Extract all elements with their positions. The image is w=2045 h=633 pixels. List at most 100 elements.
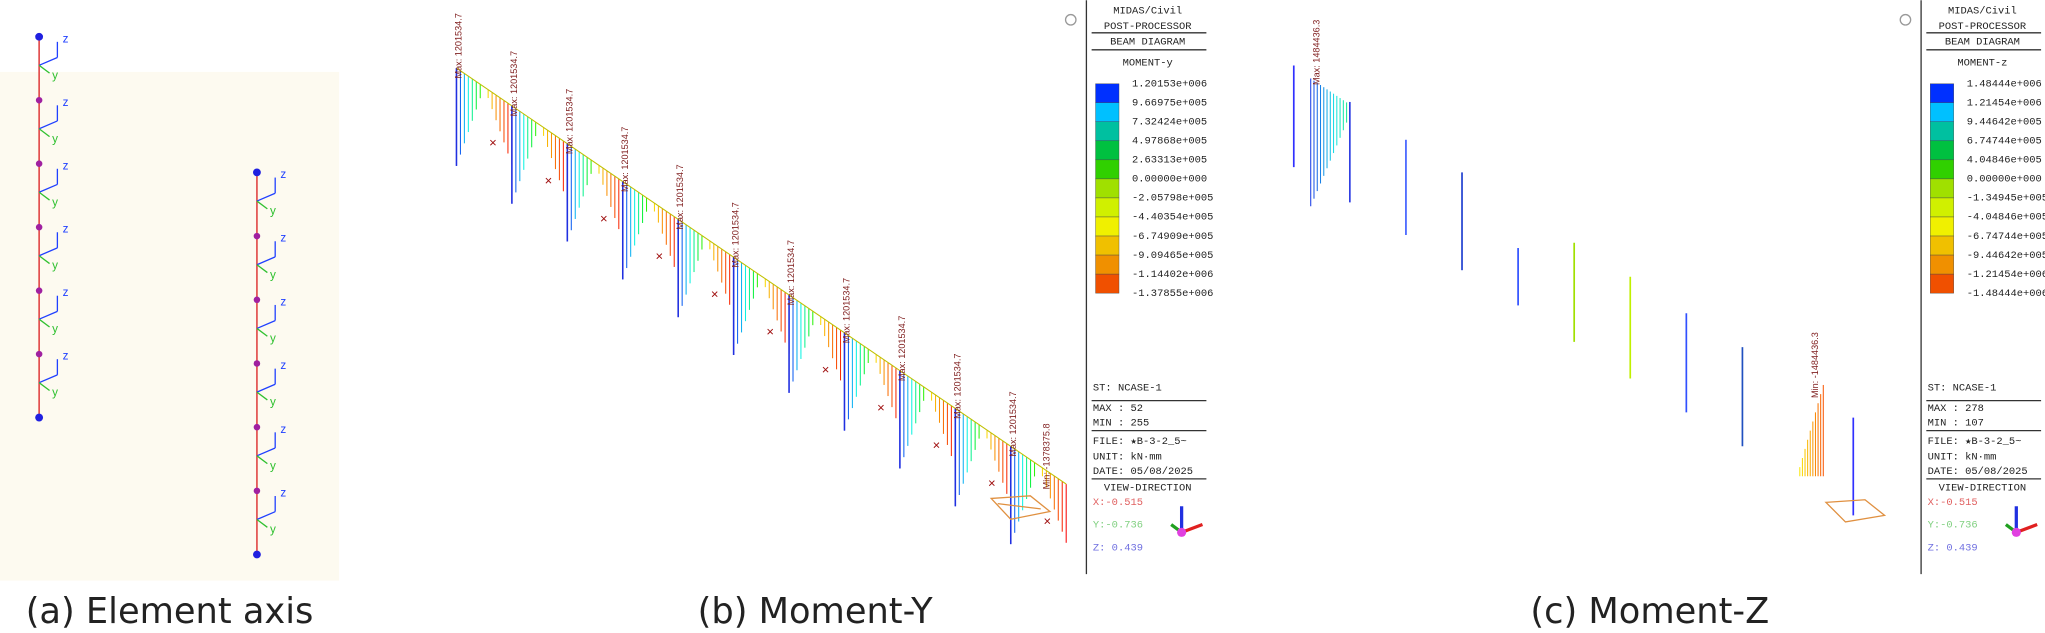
info-st: ST: NCASE-1	[1928, 382, 1997, 394]
min-label: Min: -1378375.8	[1042, 423, 1052, 489]
legend-swatch	[1095, 216, 1120, 237]
line	[38, 310, 58, 320]
line	[38, 247, 58, 257]
max-marker: ×	[988, 476, 996, 491]
legend-value: 4.97868e+005	[1132, 136, 1207, 148]
max-label: Max: 1201534.7	[509, 51, 519, 116]
legend-swatch	[1095, 235, 1120, 256]
legend-value: -1.21454e+006	[1967, 269, 2045, 281]
line	[38, 191, 50, 201]
line	[38, 64, 50, 74]
view-origin	[1177, 527, 1187, 537]
max-marker: ×	[545, 173, 553, 188]
legend-swatch	[1095, 197, 1120, 218]
axis-label-y: y	[270, 396, 276, 409]
max-marker: ×	[600, 211, 608, 226]
legend-swatch	[1095, 159, 1120, 180]
legend-value: 7.32424e+005	[1132, 117, 1207, 129]
line	[1010, 445, 1067, 485]
panel-background	[0, 71, 340, 581]
legend-value: -1.14402e+006	[1132, 269, 1213, 281]
line	[677, 218, 734, 258]
max-marker: ×	[766, 324, 774, 339]
legend-value: -6.74909e+005	[1132, 231, 1213, 243]
line	[38, 255, 50, 265]
line	[256, 192, 276, 202]
line	[38, 318, 50, 328]
legend-swatch	[1930, 235, 1954, 256]
info-file: FILE: ★B-3-2_5~	[1093, 436, 1187, 448]
max-label: Max: 1201534.7	[841, 278, 851, 343]
node-mid	[35, 287, 43, 294]
node-mid	[35, 350, 43, 358]
legend-value: -9.44642e+005	[1967, 250, 2045, 262]
legend-value: -9.09465e+005	[1132, 250, 1213, 262]
legend-value: -6.74744e+005	[1967, 231, 2045, 243]
max-label: Max: 1201534.7	[453, 13, 463, 78]
line	[256, 327, 268, 337]
node	[253, 168, 261, 177]
axis-label-y: y	[270, 332, 276, 345]
header-line: BEAM DIAGRAM	[1945, 37, 2020, 49]
legend-value: -1.37855e+006	[1132, 288, 1213, 300]
axis-label-z: z	[280, 423, 286, 436]
legend-swatch	[1095, 254, 1120, 275]
info-max: MAX : 278	[1928, 403, 1984, 415]
max-marker: ×	[489, 135, 497, 150]
node	[35, 32, 44, 41]
max-marker: ×	[822, 362, 830, 377]
line	[844, 332, 901, 372]
line	[256, 256, 276, 266]
info-x: X:-0.515	[1928, 497, 1978, 509]
min-label: Min: -1484436.3	[1810, 332, 1820, 398]
line	[38, 374, 58, 384]
axis-label-y: y	[52, 69, 58, 82]
axis-label-y: y	[52, 196, 58, 209]
axis-label-z: z	[280, 359, 286, 372]
axis-label-z: z	[63, 96, 69, 109]
max-label: Max: 1201534.7	[620, 127, 630, 192]
max-marker: ×	[877, 400, 885, 415]
line	[256, 200, 268, 210]
line	[256, 511, 276, 521]
legend-swatch	[1095, 140, 1120, 161]
axis-label-z: z	[63, 159, 69, 172]
header-line: BEAM DIAGRAM	[1110, 37, 1185, 49]
header-line: POST-PROCESSOR	[1939, 21, 2027, 33]
line	[256, 447, 276, 457]
legend-swatch	[1930, 216, 1954, 237]
settings-icon	[1064, 13, 1077, 26]
info-unit: UNIT: kN·mm	[1093, 451, 1162, 463]
max-marker: ×	[1043, 513, 1051, 528]
axis-label-z: z	[280, 486, 286, 499]
legend-swatch	[1930, 273, 1954, 294]
legend-value: 0.00000e+000	[1132, 174, 1207, 186]
info-x: X:-0.515	[1093, 497, 1143, 509]
legend-value: -4.40354e+005	[1132, 212, 1213, 224]
legend-swatch	[1930, 178, 1954, 199]
axis-label-y: y	[52, 386, 58, 399]
axis-label-y: y	[270, 205, 276, 218]
info-view: VIEW-DIRECTION	[1939, 483, 2027, 495]
line	[456, 67, 513, 107]
legend-value: 1.20153e+006	[1132, 78, 1207, 90]
legend-swatch	[1930, 121, 1954, 142]
caption: (c) Moment-Z	[1530, 591, 1769, 632]
info-date: DATE: 05/08/2025	[1928, 466, 2028, 478]
axis-label-y: y	[52, 323, 58, 336]
info-z: Z: 0.439	[1093, 543, 1143, 555]
view-origin	[2011, 527, 2021, 537]
legend-swatch	[1930, 83, 1954, 103]
line	[256, 455, 268, 465]
node-mid	[253, 296, 261, 304]
legend-value: -1.34945e+005	[1967, 193, 2045, 205]
legend-swatch	[1930, 254, 1954, 275]
settings-icon	[1899, 13, 1912, 26]
max-marker: ×	[655, 249, 663, 264]
max-label: Max: 1201534.7	[952, 354, 962, 419]
node-mid	[253, 232, 261, 240]
line	[511, 105, 568, 145]
info-date: DATE: 05/08/2025	[1093, 466, 1193, 478]
line	[256, 319, 276, 330]
